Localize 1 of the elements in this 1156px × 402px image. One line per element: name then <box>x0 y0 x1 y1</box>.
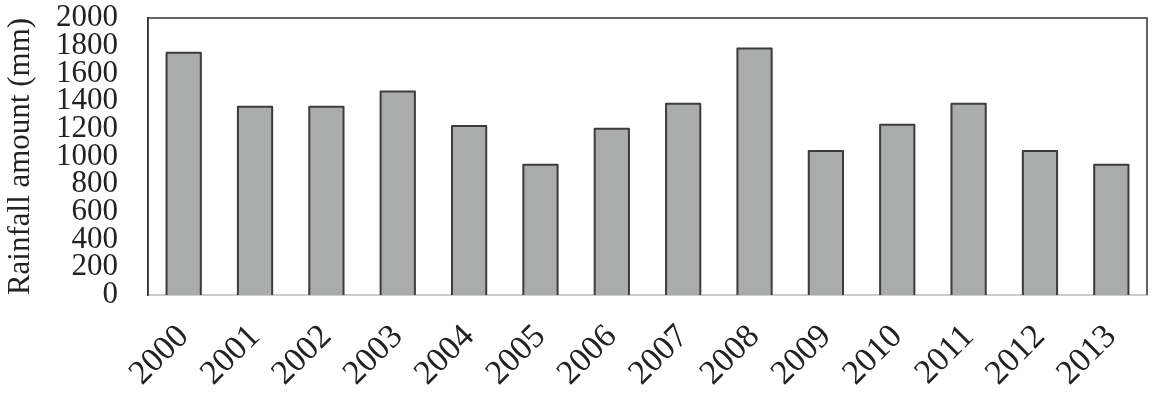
y-axis-title: Rainfall amount (mm) <box>0 17 36 296</box>
